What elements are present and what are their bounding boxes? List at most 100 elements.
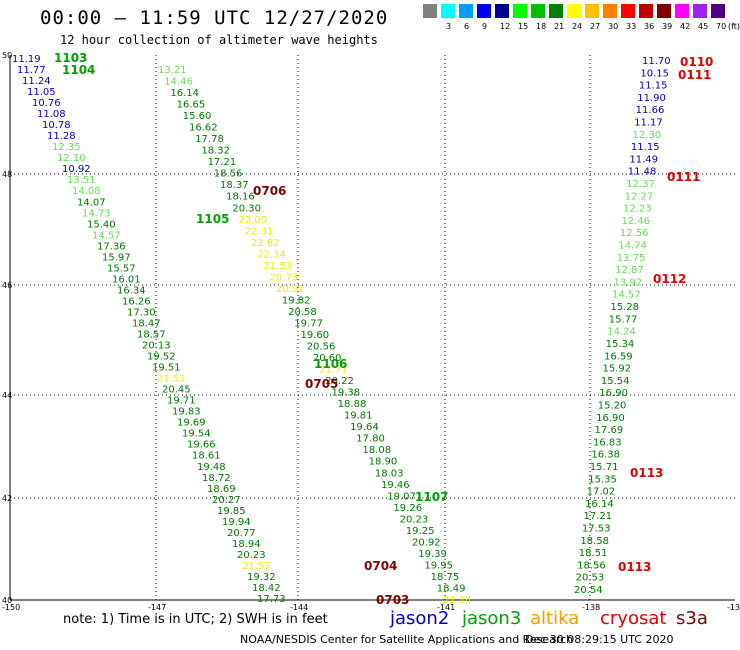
- wave-height-label: 18.08: [362, 445, 391, 456]
- page-subtitle: 12 hour collection of altimeter wave hei…: [60, 33, 378, 47]
- latitude-tick-label: 48: [2, 170, 12, 179]
- latitude-tick-label: 46: [2, 281, 12, 290]
- wave-height-label: 19.66: [187, 440, 216, 451]
- legend-swatch: [441, 4, 455, 18]
- wave-height-label: 20.13: [142, 341, 171, 352]
- wave-height-label: 19.39: [418, 549, 447, 560]
- wave-height-label: 10.78: [42, 120, 71, 131]
- wave-height-label: 12.30: [633, 130, 662, 141]
- wave-height-label: 18.51: [579, 548, 608, 559]
- wave-height-label: 20.92: [412, 537, 441, 548]
- wave-height-label: 17.02: [587, 487, 616, 498]
- wave-height-label: 12.10: [57, 153, 86, 164]
- longitude-tick-label: -150: [2, 603, 20, 612]
- pass-id-label: 0706: [253, 184, 286, 198]
- wave-height-label: 20.30: [232, 203, 261, 214]
- legend-bin-label: 18: [536, 22, 547, 31]
- wave-height-label: 20.23: [400, 514, 429, 525]
- wave-height-label: 21.53: [263, 261, 292, 272]
- pass-id-label: 0705: [305, 377, 338, 391]
- wave-height-label: 20.23: [237, 550, 266, 561]
- legend-swatch: [657, 4, 671, 18]
- footer-note: note: 1) Time is in UTC; 2) SWH is in fe…: [63, 612, 328, 627]
- wave-height-label: 12.27: [625, 191, 654, 202]
- wave-height-label: 15.97: [102, 252, 131, 263]
- wave-height-label: 14.46: [164, 77, 193, 88]
- wave-height-label: 11.17: [634, 118, 663, 129]
- pass-id-label: 0110: [680, 55, 713, 69]
- wave-height-label: 22.82: [251, 238, 280, 249]
- wave-height-label: 15.60: [183, 111, 212, 122]
- wave-height-label: 18.49: [437, 583, 466, 594]
- wave-height-label: 15.54: [601, 376, 630, 387]
- wave-height-label: 22.00: [239, 215, 268, 226]
- wave-height-label: 21.14: [443, 595, 472, 606]
- wave-height-label: 18.37: [220, 180, 249, 191]
- wave-height-label: 17.78: [195, 134, 224, 145]
- wave-height-label: 21.52: [157, 374, 186, 385]
- wave-height-label: 16.90: [599, 388, 628, 399]
- wave-height-label: 11.08: [37, 109, 66, 120]
- credit-line: NOAA/NESDIS Center for Satellite Applica…: [240, 633, 574, 646]
- wave-height-label: 19.60: [301, 330, 330, 341]
- wave-height-label: 17.30: [127, 307, 156, 318]
- wave-height-label: 18.58: [580, 536, 609, 547]
- wave-height-label: 19.07: [387, 491, 416, 502]
- wave-height-label: 11.15: [639, 81, 668, 92]
- legend-swatch: [423, 4, 437, 18]
- pass-id-label: 1104: [62, 63, 95, 77]
- wave-height-label: 15.34: [606, 339, 635, 350]
- wave-height-label: 15.40: [87, 219, 116, 230]
- legend-swatch: [567, 4, 581, 18]
- wave-height-label: 20.60: [313, 353, 342, 364]
- wave-height-label: 16.62: [189, 123, 218, 134]
- wave-height-label: 16.59: [604, 351, 633, 362]
- wave-height-label: 20.73: [270, 272, 299, 283]
- wave-height-label: 22.31: [245, 226, 274, 237]
- legend-bin-label: 39: [662, 22, 673, 31]
- legend-swatch: [639, 4, 653, 18]
- legend-swatch: [531, 4, 545, 18]
- legend-bin-label: 70: [716, 22, 727, 31]
- wave-height-label: 12.87: [615, 265, 644, 276]
- wave-height-label: 19.82: [282, 295, 311, 306]
- wave-height-label: 10.15: [640, 68, 669, 79]
- legend-bin-label: 15: [518, 22, 529, 31]
- wave-height-label: 18.47: [132, 318, 161, 329]
- legend-swatch: [513, 4, 527, 18]
- latitude-tick-label: 44: [2, 391, 12, 400]
- wave-height-label: 18.75: [431, 572, 460, 583]
- wave-height-label: 16.34: [117, 285, 146, 296]
- wave-height-label: 17.21: [208, 157, 237, 168]
- wave-height-label: 17.69: [595, 425, 624, 436]
- longitude-tick-label: -138: [582, 603, 600, 612]
- legend-swatch: [675, 4, 689, 18]
- wave-height-label: 19.83: [172, 407, 201, 418]
- wave-height-label: 14.74: [618, 241, 647, 252]
- pass-id-label: 0111: [678, 68, 711, 82]
- wave-height-label: 14.24: [607, 327, 636, 338]
- wave-height-label: 16.90: [596, 413, 625, 424]
- wave-height-label: 20.56: [307, 342, 336, 353]
- legend-bin-label: 33: [626, 22, 637, 31]
- wave-height-label: 11.90: [637, 93, 666, 104]
- wave-height-label: 19.46: [381, 480, 410, 491]
- wave-height-label: 17.73: [257, 594, 286, 605]
- wave-height-label: 20.54: [574, 585, 603, 596]
- pass-id-label: 1103: [54, 51, 87, 65]
- wave-height-label: 12.37: [626, 179, 655, 190]
- wave-height-label: 16.14: [585, 499, 614, 510]
- wave-height-label: 11.70: [642, 56, 671, 67]
- page-title: 00:00 — 11:59 UTC 12/27/2020: [40, 7, 389, 29]
- wave-height-label: 15.57: [107, 263, 136, 274]
- wave-height-label: 11.19: [12, 54, 41, 65]
- legend-bin-label: 45: [698, 22, 709, 31]
- wave-height-label: 12.56: [620, 228, 649, 239]
- legend-swatch: [621, 4, 635, 18]
- wave-height-label: 18.56: [577, 560, 606, 571]
- wave-height-label: 18.16: [226, 192, 255, 203]
- longitude-tick-label: -141: [437, 603, 455, 612]
- legend-s3a: s3a: [676, 608, 708, 629]
